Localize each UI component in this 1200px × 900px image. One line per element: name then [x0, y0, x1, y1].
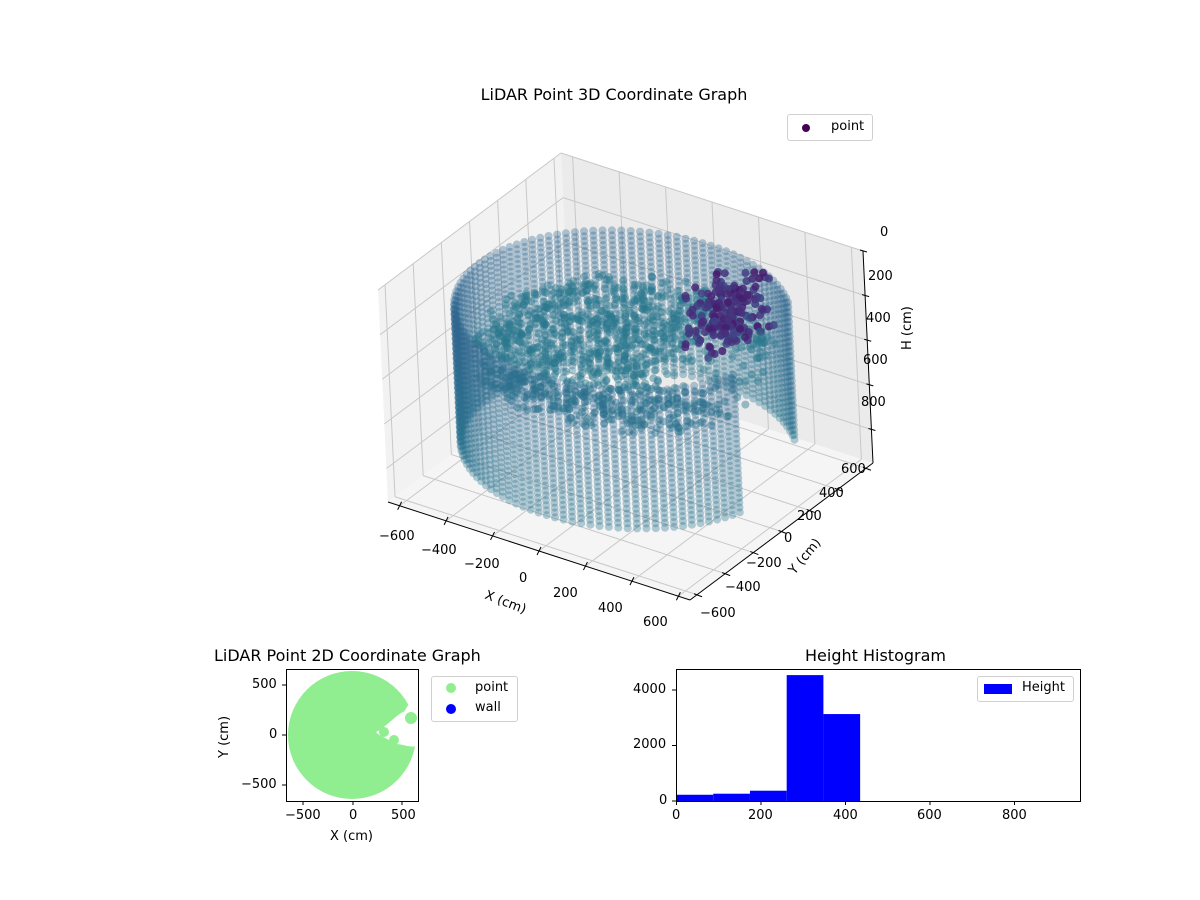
grid-line [563, 369, 867, 469]
legend-label-point: point [475, 680, 509, 695]
grid-line [850, 247, 862, 460]
grid-line [381, 241, 566, 380]
chart-2d: LiDAR Point 2D Coordinate Graph −500 0 5… [0, 640, 600, 900]
grid-line [386, 331, 570, 469]
chart-2d-canvas [282, 669, 419, 805]
point-disc [288, 671, 416, 799]
grid-line [384, 286, 568, 425]
grid-line [394, 496, 698, 596]
legend-label-point: point [831, 119, 865, 134]
x-tick: 600 [643, 615, 668, 630]
grid-line [535, 390, 838, 490]
grid-line [618, 171, 630, 384]
legend-marker-point [446, 683, 456, 693]
x-tick-2d: 500 [391, 808, 416, 823]
y-tick: 0 [784, 531, 793, 546]
grid-line [497, 200, 509, 413]
chart-3d-title: LiDAR Point 3D Coordinate Graph [480, 85, 748, 104]
hist-x-tick: 0 [672, 808, 681, 823]
hist-x-tick: 600 [917, 808, 942, 823]
histogram-title: Height Histogram [805, 646, 946, 665]
grid-line [479, 433, 782, 532]
z-tick: 200 [868, 269, 893, 284]
x-axis-label-2d: X (cm) [330, 829, 373, 844]
chart-3d-canvas [377, 152, 876, 601]
grid-line [525, 179, 537, 392]
legend-marker-wall [446, 704, 456, 714]
histogram-bar [786, 675, 824, 801]
x-tick: 0 [519, 571, 528, 586]
grid-line [440, 242, 452, 455]
legend-label-height: Height [1022, 680, 1065, 695]
grid-line [804, 232, 816, 445]
z-tick: 0 [880, 225, 889, 240]
grid-line [757, 217, 769, 430]
legend-label-wall: wall [475, 700, 501, 715]
histogram-bar [823, 714, 861, 801]
x-tick-2d: −500 [285, 808, 321, 823]
axes-3d [387, 249, 876, 601]
histogram-bar [749, 790, 787, 801]
y-tick-2d: 500 [252, 677, 277, 692]
histogram-canvas [672, 669, 1081, 805]
hist-y-tick: 0 [659, 793, 668, 808]
z-tick: 400 [866, 311, 891, 326]
x-tick: 400 [598, 601, 623, 616]
y-tick: −600 [700, 606, 736, 621]
grid-line [384, 284, 396, 497]
y-axis-label-2d: Y (cm) [217, 715, 232, 758]
grid-line [469, 221, 480, 434]
grid-line [377, 152, 562, 291]
grid-line [569, 331, 872, 431]
z-tick: 800 [861, 395, 886, 410]
grid-line [412, 263, 424, 476]
legend-swatch-height [984, 684, 1012, 694]
chart-2d-legend: point wall [431, 676, 518, 722]
hist-x-tick: 200 [748, 808, 773, 823]
z-tick: 600 [863, 353, 888, 368]
hist-y-tick: 2000 [633, 737, 667, 752]
y-tick: 600 [841, 462, 866, 477]
y-tick-2d: −500 [241, 777, 277, 792]
point-cloud [450, 226, 799, 533]
grid-line [560, 152, 864, 252]
histogram-legend: Height [977, 676, 1074, 702]
chart-2d-title: LiDAR Point 2D Coordinate Graph [214, 646, 481, 665]
grid-line [423, 475, 726, 575]
histogram-bar [676, 794, 714, 801]
chart-3d-legend: point [787, 114, 873, 141]
y-tick-2d: 0 [269, 727, 278, 742]
x-tick: −600 [379, 529, 415, 544]
hist-x-tick: 400 [833, 808, 858, 823]
x-tick: −200 [464, 557, 500, 572]
x-tick: −400 [421, 543, 457, 558]
hist-y-tick: 4000 [633, 682, 667, 697]
chart-histogram: Height Histogram 0 200 400 600 800 0 200… [600, 640, 1200, 900]
grid-line [507, 411, 810, 511]
y-tick: −200 [746, 556, 782, 571]
y-tick: −400 [725, 580, 761, 595]
grid-line [665, 186, 677, 399]
grid-line [562, 197, 866, 297]
y-tick: 400 [819, 486, 844, 501]
hist-x-tick: 800 [1002, 808, 1027, 823]
grid-line [451, 454, 754, 554]
grid-line [553, 158, 565, 371]
x-tick-2d: 0 [349, 808, 358, 823]
grid-line [379, 197, 564, 336]
y-tick: 200 [797, 509, 822, 524]
chart-3d: LiDAR Point 3D Coordinate Graph point X … [377, 85, 915, 630]
legend-marker-point [802, 124, 810, 132]
z-axis-label-3d: H (cm) [900, 306, 915, 350]
grid-line [572, 156, 584, 369]
x-tick: 200 [553, 586, 578, 601]
histogram-bar [713, 793, 750, 801]
